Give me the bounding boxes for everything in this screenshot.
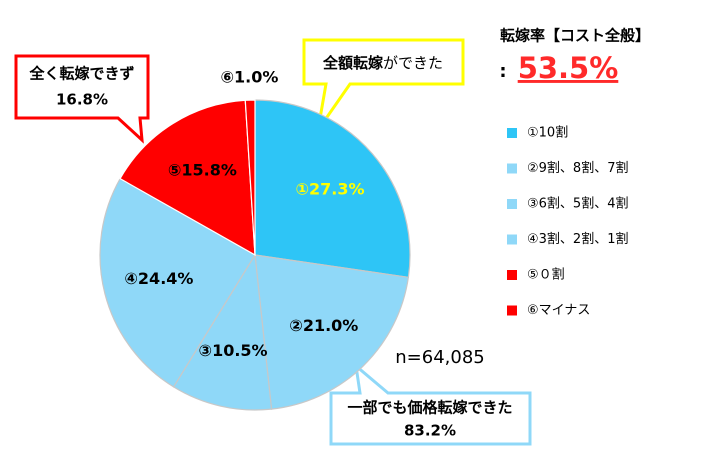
- pie-slice: [254, 99, 411, 279]
- legend-label: ①10割: [527, 125, 568, 141]
- legend-swatch: [507, 163, 517, 174]
- callout-text: 16.8%: [56, 91, 108, 109]
- slice-label: ⑥1.0%: [220, 68, 278, 87]
- callout-full: [302, 38, 465, 131]
- chart-title: 転嫁率【コスト全般】: [500, 27, 650, 45]
- pie-slice: [254, 254, 410, 410]
- callout-text: 83.2%: [404, 422, 456, 440]
- legend-swatch: [507, 305, 517, 316]
- slice-label: ⑤15.8%: [168, 160, 237, 179]
- sample-size: n=64,085: [395, 347, 484, 368]
- callout-bold: 全額転嫁: [322, 54, 383, 72]
- pie-slice: [119, 99, 256, 257]
- pie: [99, 99, 411, 411]
- callout-partial: [329, 362, 532, 446]
- pie-slice: [172, 253, 273, 411]
- legend-label: ②9割、8割、7割: [527, 160, 628, 176]
- legend-swatch: [507, 270, 517, 280]
- slice-label: ④24.4%: [124, 269, 193, 288]
- pie-slice: [99, 177, 256, 388]
- callout-text: 全く転嫁できず: [28, 65, 134, 83]
- headline-value: 53.5%: [518, 51, 619, 85]
- callout-none: [14, 54, 150, 144]
- callout-text: 一部でも価格転嫁できた: [347, 399, 512, 417]
- legend-swatch: [507, 199, 517, 209]
- slice-label: ②21.0%: [289, 316, 358, 335]
- legend-label: ④3割、2割、1割: [527, 231, 628, 247]
- callout-normal: ができた: [383, 54, 443, 72]
- legend-label: ⑥マイナス: [527, 303, 590, 318]
- callout-text: 全額転嫁ができた: [322, 54, 443, 72]
- pie-slice: [244, 99, 256, 256]
- legend-swatch: [507, 128, 517, 138]
- headline-prefix: :: [499, 61, 506, 82]
- slice-label: ①27.3%: [295, 180, 364, 199]
- legend-swatch: [507, 234, 517, 245]
- legend-label: ③6割、5割、4割: [527, 196, 628, 212]
- slice-label: ③10.5%: [199, 341, 268, 360]
- legend-label: ⑤０割: [527, 267, 565, 283]
